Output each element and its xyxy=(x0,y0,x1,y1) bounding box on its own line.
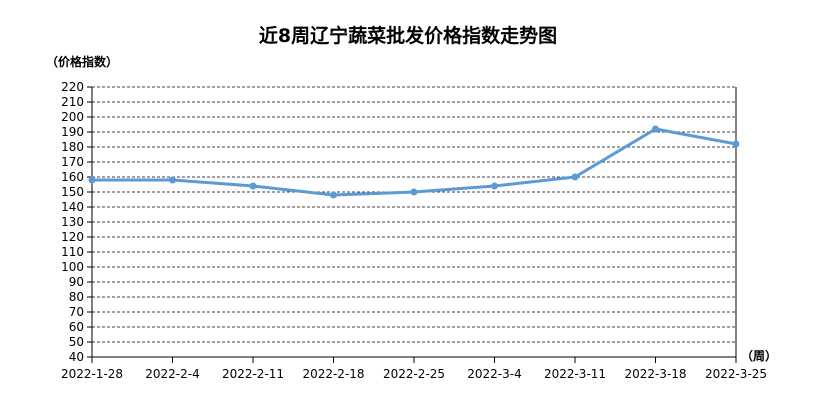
x-tick-label: 2022-2-25 xyxy=(383,367,445,381)
data-point xyxy=(732,140,740,148)
data-point xyxy=(652,125,659,133)
y-tick-label: 160 xyxy=(61,170,84,184)
y-tick-label: 150 xyxy=(61,185,84,199)
y-tick-label: 110 xyxy=(61,245,84,259)
data-point xyxy=(491,182,498,190)
y-tick-label: 170 xyxy=(61,155,84,169)
data-point xyxy=(571,173,579,181)
y-tick-label: 60 xyxy=(69,320,84,334)
y-tick-label: 90 xyxy=(69,275,84,289)
x-axis-label: （周） xyxy=(741,348,777,363)
y-tick-label: 210 xyxy=(61,95,84,109)
x-tick-label: 2022-2-4 xyxy=(145,367,199,381)
data-point xyxy=(330,191,337,199)
data-series xyxy=(88,125,740,199)
y-tick-label: 190 xyxy=(61,125,84,139)
x-tick-label: 2022-1-28 xyxy=(61,367,123,381)
chart-title: 近8周辽宁蔬菜批发价格指数走势图 xyxy=(259,24,557,47)
data-point xyxy=(249,182,257,190)
y-tick-label: 40 xyxy=(69,350,84,364)
x-tick-label: 2022-2-18 xyxy=(302,367,364,381)
y-tick-labels: 4050607080901001101201301401501601701801… xyxy=(61,80,84,364)
x-tick-label: 2022-3-4 xyxy=(467,367,521,381)
data-point xyxy=(88,176,96,184)
x-tick-label: 2022-2-11 xyxy=(222,367,284,381)
y-tick-label: 50 xyxy=(69,335,84,349)
y-tick-label: 70 xyxy=(69,305,84,319)
x-tick-labels: 2022-1-28 2022-2-4 2022-2-11 2022-2-18 2022-… xyxy=(61,367,767,381)
y-tick-label: 140 xyxy=(61,200,84,214)
gridlines xyxy=(92,86,736,343)
y-axis-label: （价格指数） xyxy=(46,54,118,69)
y-tick-label: 180 xyxy=(61,140,84,154)
y-tick-label: 200 xyxy=(61,110,84,124)
y-tick-label: 220 xyxy=(61,80,84,94)
y-tick-label: 130 xyxy=(61,215,84,229)
x-tick-label: 2022-3-11 xyxy=(544,367,606,381)
y-tick-label: 80 xyxy=(69,290,84,304)
data-point xyxy=(169,176,176,184)
x-tick-label: 2022-3-18 xyxy=(624,367,686,381)
x-tick-label: 2022-3-25 xyxy=(705,367,767,381)
axes xyxy=(87,86,737,363)
data-point xyxy=(410,188,418,196)
y-tick-label: 100 xyxy=(61,260,84,274)
y-tick-label: 120 xyxy=(61,230,84,244)
